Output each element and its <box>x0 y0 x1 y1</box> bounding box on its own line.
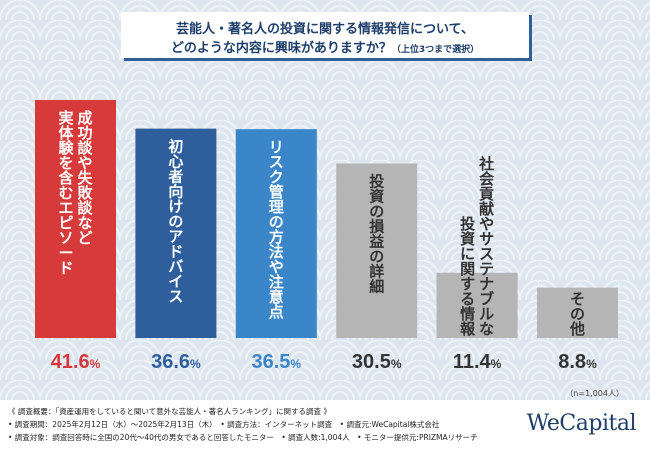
value-label-2: 36.6% <box>151 351 201 373</box>
survey-footer: 《 調査概要：「資産運用をしていると聞いて意外な芸能人・著名人ランキング」に関す… <box>0 400 650 450</box>
title-line-1: 芸能人・著名人の投資に関する情報発信について、 <box>176 22 474 37</box>
title-line-2: どのような内容に興味がありますか？（上位3つまで選択） <box>121 37 529 56</box>
bar-label-4: 投資の損益の詳細 <box>369 173 385 296</box>
title-question: どのような内容に興味がありますか？ <box>170 41 392 56</box>
bar-1 <box>35 100 116 338</box>
value-label-5: 11.4% <box>453 351 502 373</box>
bar-label-1: 実体験を含むエピソード <box>58 109 74 277</box>
bar-3 <box>235 129 317 338</box>
bar-label-1: 成功談や失敗談など <box>77 109 93 247</box>
wecapital-logo: WeCapital <box>526 411 637 436</box>
value-label-4: 30.5% <box>352 351 402 373</box>
value-label-6: 8.8% <box>558 351 597 373</box>
bar-2 <box>135 128 217 338</box>
title-note: （上位3つまで選択） <box>391 45 480 55</box>
sample-size: （n=1,004人） <box>565 389 624 398</box>
value-label-3: 36.5% <box>251 351 301 373</box>
bar-label-3: リスク管理の方法や注意点 <box>269 138 284 321</box>
question-title: 芸能人・著名人の投資に関する情報発信について、 どのような内容に興味がありますか… <box>121 12 529 58</box>
bar-label-5: 投資に関する情報 <box>460 215 476 338</box>
value-label-1: 41.6% <box>51 351 101 373</box>
bar-label-2: 初心者向けのアドバイス <box>168 138 183 306</box>
bar-6 <box>537 287 618 338</box>
bar-4 <box>336 163 418 338</box>
bar-5 <box>436 272 518 338</box>
footer-survey-target: • 調査対象：調査回答時に全国の20代〜40代の男女であると回答したモニター •… <box>8 433 478 442</box>
footer-survey-overview: 《 調査概要：「資産運用をしていると聞いて意外な芸能人・著名人ランキング」に関す… <box>8 407 331 416</box>
bar-label-6: その他 <box>569 290 585 338</box>
bar-label-5: 社会貢献やサステナブルな <box>478 155 494 338</box>
footer-survey-period: • 調査期間：2025年2月12日（水）〜2025年2月13日（木） • 調査方… <box>8 420 440 429</box>
